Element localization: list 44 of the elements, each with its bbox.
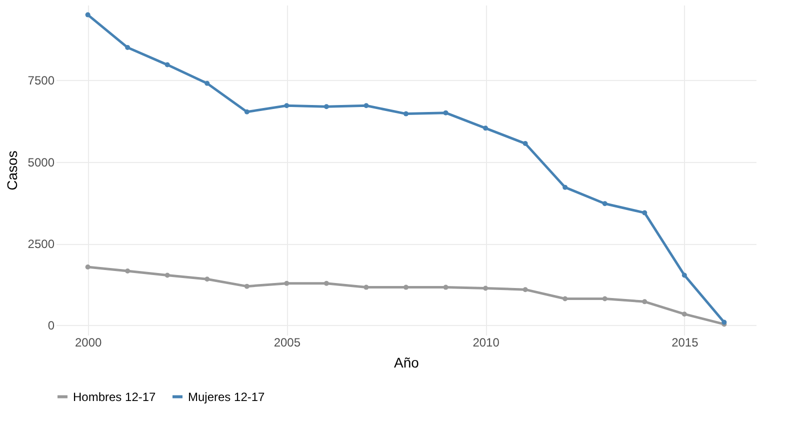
point [562,296,568,302]
x-tick-label: 2005 [274,336,301,350]
point [164,272,170,278]
y-tick-label: 7500 [28,74,55,88]
legend-label: Mujeres 12-17 [188,390,266,404]
point [602,201,608,206]
point [244,284,250,289]
point [443,284,448,290]
point [522,287,528,292]
y-tick-label: 0 [48,318,55,333]
point [682,272,687,278]
point [324,104,329,110]
point [483,126,488,131]
point [364,284,369,290]
point [244,109,250,114]
point [125,268,130,274]
point [682,312,687,317]
point [364,103,369,108]
point [642,299,648,304]
point [85,264,90,270]
point [85,12,90,18]
point [602,296,608,302]
point [284,103,290,108]
x-tick-label: 2010 [472,336,500,350]
point [443,110,448,116]
point [284,280,290,286]
y-tick-label: 5000 [28,155,55,170]
point [562,184,568,190]
x-tick-label: 2015 [672,336,699,350]
point [204,276,210,282]
legend-label: Hombres 12-17 [73,390,156,404]
point [164,62,170,68]
point [642,210,648,216]
point [125,44,130,50]
point [404,111,408,116]
point [522,141,528,146]
point [483,286,488,291]
y-tick-label: 2500 [28,237,55,252]
point [404,284,408,290]
x-tick-label: 2000 [74,336,102,350]
x-axis-title: Año [394,354,420,370]
point [204,80,210,86]
y-axis-title: Casos [4,150,20,190]
point [324,280,329,286]
